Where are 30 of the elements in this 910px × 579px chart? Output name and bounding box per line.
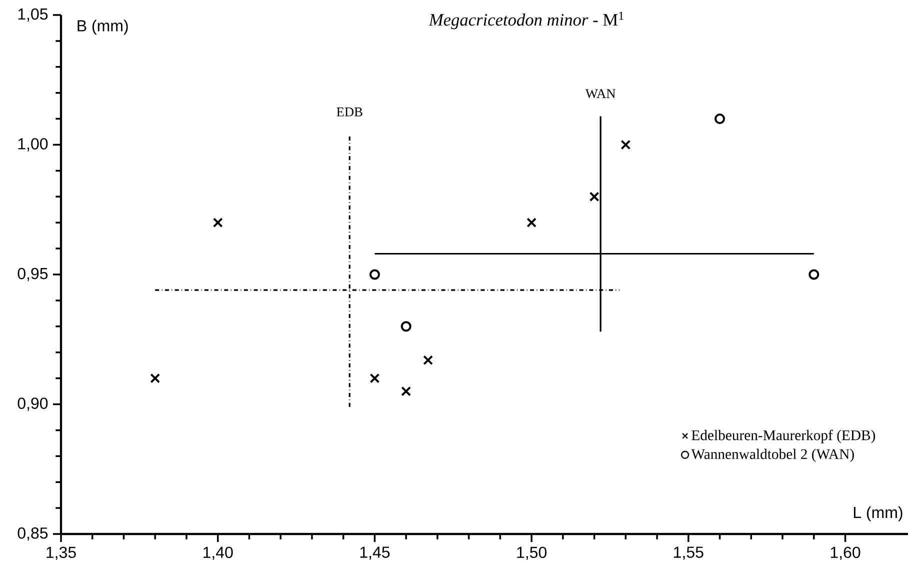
x-tick-label: 1,60 xyxy=(830,546,860,560)
y-tick-label: 1,00 xyxy=(18,138,48,152)
point xyxy=(526,218,537,228)
y-tick-label: 0,85 xyxy=(18,527,48,541)
annotation: EDB xyxy=(336,108,362,116)
x-axis-title: L (mm) xyxy=(854,506,902,522)
chart-title: Megacricetodon minor - M$^{1}$ xyxy=(428,12,624,30)
point xyxy=(589,192,600,202)
point xyxy=(620,140,631,150)
y-tick-label: 1,05 xyxy=(18,8,48,22)
x-tick-label: 1,35 xyxy=(46,546,76,560)
y-tick-label: 0,90 xyxy=(18,398,48,411)
point xyxy=(423,355,433,366)
x-tick-label: 1,45 xyxy=(360,546,390,560)
point xyxy=(150,373,160,384)
point xyxy=(401,386,412,396)
x-tick-label: 1,40 xyxy=(203,546,233,560)
annotation: WAN xyxy=(585,89,616,98)
point xyxy=(212,218,223,228)
legend-label: Wannenwaldtobel 2 (WAN) xyxy=(691,448,854,462)
legend-label: Edelbeuren-Maurerkopf (EDB) xyxy=(692,430,876,444)
y-axis-title: B (mm) xyxy=(78,20,128,35)
point xyxy=(808,269,820,280)
point xyxy=(369,269,380,280)
point xyxy=(400,321,412,332)
point xyxy=(370,373,380,384)
point xyxy=(714,114,726,124)
x-tick-label: 1,50 xyxy=(517,546,547,560)
y-tick-label: 0,95 xyxy=(18,268,48,282)
x-tick-label: 1,55 xyxy=(674,546,704,560)
